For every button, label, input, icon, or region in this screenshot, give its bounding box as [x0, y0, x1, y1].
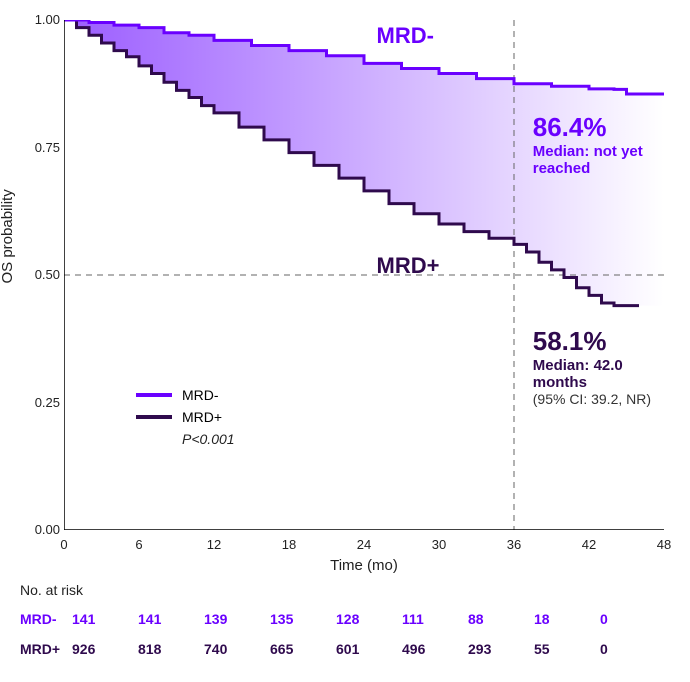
y-tick-label: 1.00	[20, 12, 60, 27]
callout-median: Median: 42.0 months	[533, 357, 668, 391]
y-tick-label: 0.25	[20, 395, 60, 410]
legend-item-mrd-neg: MRD-	[136, 387, 235, 403]
legend: MRD- MRD+ P<0.001	[136, 387, 235, 447]
x-tick-label: 0	[60, 537, 67, 552]
risk-cell: 926	[72, 641, 138, 657]
legend-swatch	[136, 415, 172, 419]
x-tick-label: 36	[507, 537, 521, 552]
curve-label-mrd-pos: MRD+	[377, 253, 440, 279]
risk-cell: 601	[336, 641, 402, 657]
callout-pct: 58.1%	[533, 326, 668, 357]
risk-cell: 55	[534, 641, 600, 657]
x-tick-label: 6	[135, 537, 142, 552]
risk-cell: 111	[402, 611, 468, 627]
legend-pvalue: P<0.001	[136, 431, 235, 447]
risk-cell: 740	[204, 641, 270, 657]
y-axis-label: OS probability	[0, 189, 16, 283]
x-axis-label: Time (mo)	[330, 557, 398, 574]
risk-row: MRD+926818740665601496293550	[20, 634, 674, 664]
risk-row: MRD-14114113913512811188180	[20, 604, 674, 634]
risk-cell: 139	[204, 611, 270, 627]
risk-cell: 0	[600, 641, 666, 657]
risk-table-title: No. at risk	[20, 582, 83, 598]
legend-item-mrd-pos: MRD+	[136, 409, 235, 425]
risk-cell: 88	[468, 611, 534, 627]
x-tick-label: 18	[282, 537, 296, 552]
x-tick-label: 42	[582, 537, 596, 552]
x-tick-label: 30	[432, 537, 446, 552]
callout-pct: 86.4%	[533, 112, 668, 143]
km-chart: 0.000.250.500.751.00 0612182430364248 OS…	[64, 20, 664, 530]
risk-cell: 141	[72, 611, 138, 627]
callout-median: Median: not yet reached	[533, 143, 668, 177]
legend-swatch	[136, 393, 172, 397]
plot-svg	[64, 20, 664, 530]
x-tick-label: 48	[657, 537, 671, 552]
risk-cell: 18	[534, 611, 600, 627]
risk-row-label: MRD-	[20, 611, 72, 627]
risk-cell: 0	[600, 611, 666, 627]
risk-cell: 293	[468, 641, 534, 657]
curve-label-mrd-neg: MRD-	[377, 23, 434, 49]
risk-cell: 496	[402, 641, 468, 657]
risk-table: MRD-14114113913512811188180MRD+926818740…	[20, 604, 674, 664]
legend-label: MRD-	[182, 387, 219, 403]
risk-cell: 141	[138, 611, 204, 627]
y-tick-label: 0.00	[20, 522, 60, 537]
risk-cell: 665	[270, 641, 336, 657]
legend-label: MRD+	[182, 409, 222, 425]
x-tick-label: 24	[357, 537, 371, 552]
x-tick-label: 12	[207, 537, 221, 552]
risk-cell: 135	[270, 611, 336, 627]
y-tick-label: 0.50	[20, 267, 60, 282]
risk-cell: 128	[336, 611, 402, 627]
risk-cell: 818	[138, 641, 204, 657]
callout-mrd-pos: 58.1% Median: 42.0 months (95% CI: 39.2,…	[533, 326, 668, 407]
callout-ci: (95% CI: 39.2, NR)	[533, 391, 668, 407]
y-tick-label: 0.75	[20, 140, 60, 155]
callout-mrd-neg: 86.4% Median: not yet reached	[533, 112, 668, 177]
risk-row-label: MRD+	[20, 641, 72, 657]
